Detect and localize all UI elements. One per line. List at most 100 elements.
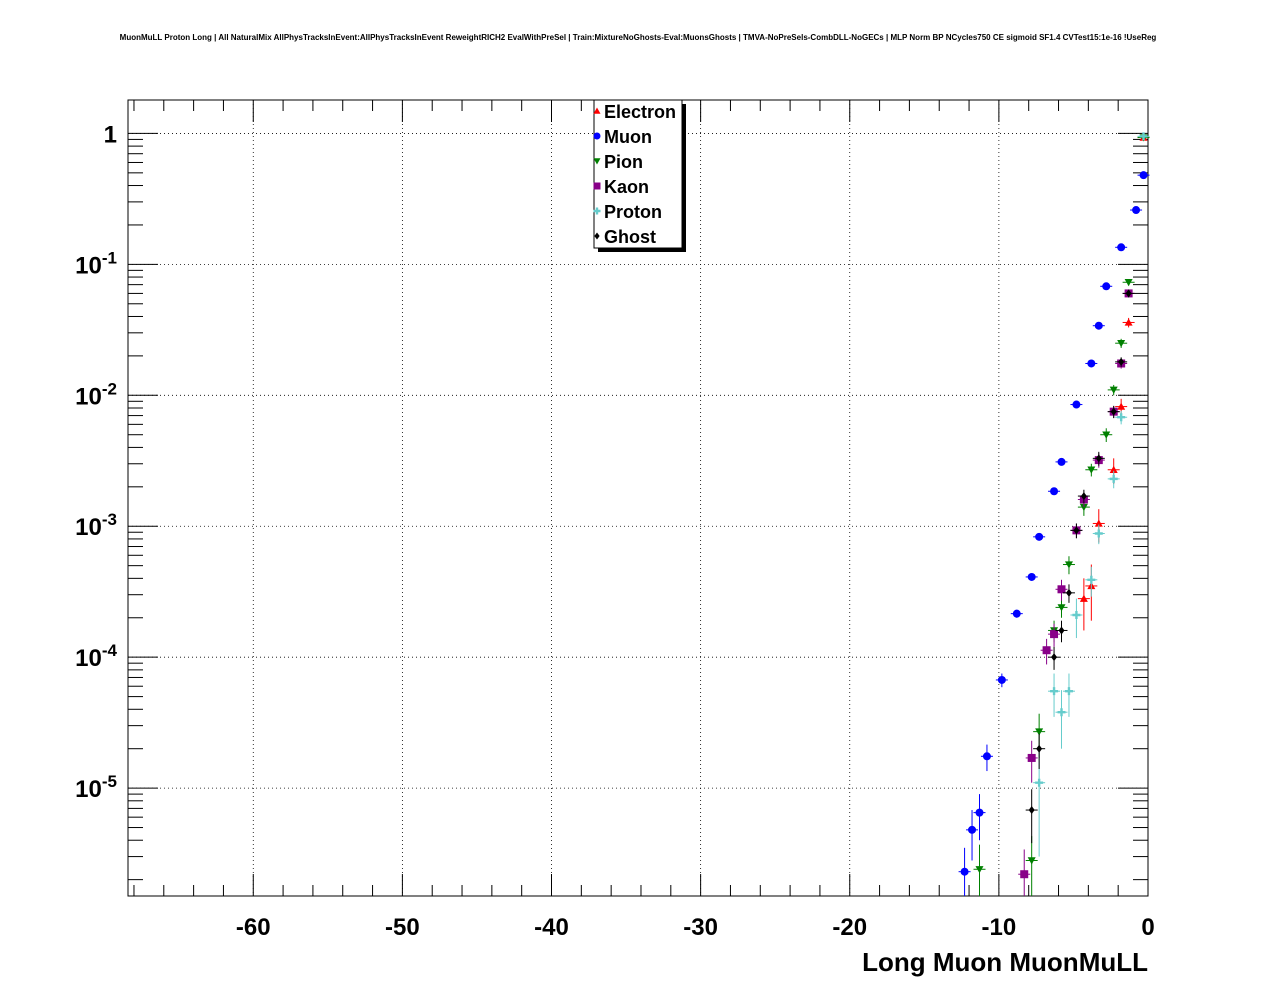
series-muon <box>958 171 1150 896</box>
data-point <box>1117 402 1126 410</box>
data-point <box>975 866 984 874</box>
data-point <box>1132 206 1141 215</box>
legend-marker <box>593 182 601 190</box>
series-proton <box>1033 132 1150 857</box>
data-point <box>1072 610 1081 619</box>
data-point <box>1050 487 1059 496</box>
y-tick-labels: 10-5 10-4 10-3 10-2 10-1 1 <box>75 121 117 803</box>
data-point <box>1094 529 1103 538</box>
data-point <box>1057 708 1066 717</box>
y-tick-label: 10-1 <box>75 248 117 279</box>
y-tick-label: 1 <box>104 121 117 148</box>
data-point <box>1035 532 1044 541</box>
legend-label: Muon <box>604 127 652 147</box>
data-point <box>1117 413 1126 422</box>
y-tick-label: 10-5 <box>75 772 117 803</box>
data-point <box>1036 744 1043 753</box>
x-tick-labels: -60 -50 -40 -30 -20 -10 0 <box>236 914 1155 941</box>
x-tick-label: -30 <box>683 914 718 941</box>
data-point <box>1109 465 1118 473</box>
data-point <box>1102 282 1111 291</box>
legend-entry-kaon: Kaon <box>593 177 649 197</box>
data-point <box>1020 870 1029 879</box>
data-series <box>958 132 1150 896</box>
data-point <box>1057 604 1066 612</box>
data-point <box>1079 594 1088 602</box>
data-point <box>1095 454 1102 463</box>
legend-label: Kaon <box>604 177 649 197</box>
data-point <box>1117 243 1126 252</box>
data-point <box>1080 492 1087 501</box>
data-point <box>1027 572 1036 581</box>
data-point <box>1102 431 1111 439</box>
data-point <box>1124 318 1133 326</box>
data-point <box>975 808 984 817</box>
data-point <box>1139 171 1148 180</box>
data-point <box>1058 626 1065 635</box>
x-tick-label: -20 <box>832 914 867 941</box>
legend-entry-electron: Electron <box>593 102 676 122</box>
data-point <box>1110 407 1117 416</box>
legend: Electron Muon Pion Kaon Proton Ghost <box>593 99 686 252</box>
data-point <box>1124 279 1133 287</box>
data-point <box>1087 466 1096 474</box>
data-point <box>1065 588 1072 597</box>
data-point <box>1064 687 1073 696</box>
data-point <box>1087 359 1096 368</box>
x-axis-title: Long Muon MuonMuLL <box>862 947 1148 977</box>
data-point <box>1087 575 1096 584</box>
legend-label: Pion <box>604 152 643 172</box>
legend-marker <box>593 158 601 165</box>
data-point <box>968 825 977 834</box>
data-point <box>1109 386 1118 394</box>
data-point <box>1073 526 1080 535</box>
y-tick-label: 10-2 <box>75 379 117 410</box>
data-point <box>1035 728 1044 736</box>
legend-entry-proton: Proton <box>593 202 662 222</box>
grid-lines <box>128 100 1148 896</box>
data-point <box>1027 753 1036 762</box>
data-point <box>1028 806 1035 815</box>
legend-entry-pion: Pion <box>593 152 643 172</box>
legend-marker <box>593 207 601 215</box>
data-point <box>1057 585 1066 594</box>
data-point <box>1118 357 1125 366</box>
data-point <box>1117 339 1126 348</box>
chart-title: MuonMuLL Proton Long | All NaturalMix Al… <box>119 33 1157 42</box>
x-tick-label: -40 <box>534 914 569 941</box>
legend-entry-ghost: Ghost <box>594 227 656 247</box>
data-point <box>1094 321 1103 330</box>
data-point <box>1035 778 1044 787</box>
y-tick-label: 10-3 <box>75 510 117 541</box>
legend-label: Ghost <box>604 227 656 247</box>
data-point <box>1027 857 1036 865</box>
y-tick-label: 10-4 <box>75 641 117 672</box>
x-tick-label: -10 <box>982 914 1017 941</box>
data-point <box>1050 687 1059 696</box>
data-point <box>997 675 1006 684</box>
data-point <box>1125 289 1132 298</box>
data-point <box>1057 457 1066 466</box>
axis-ticks <box>128 100 1149 896</box>
data-point <box>1072 400 1081 409</box>
data-point <box>1012 609 1021 618</box>
x-tick-label: -60 <box>236 914 271 941</box>
data-point <box>1109 474 1118 483</box>
legend-entry-muon: Muon <box>593 127 652 147</box>
data-point <box>960 867 969 876</box>
x-tick-label: -50 <box>385 914 420 941</box>
data-point <box>1042 646 1051 655</box>
series-ghost <box>1025 289 1135 844</box>
x-tick-label: 0 <box>1141 914 1154 941</box>
legend-marker <box>593 132 601 140</box>
legend-label: Electron <box>604 102 676 122</box>
data-point <box>1064 561 1073 569</box>
data-point <box>1139 132 1148 141</box>
data-point <box>1094 519 1103 527</box>
data-point <box>1050 630 1059 639</box>
data-point <box>1079 503 1088 512</box>
legend-marker <box>594 232 600 240</box>
data-point <box>1051 653 1058 662</box>
data-point <box>982 752 991 761</box>
